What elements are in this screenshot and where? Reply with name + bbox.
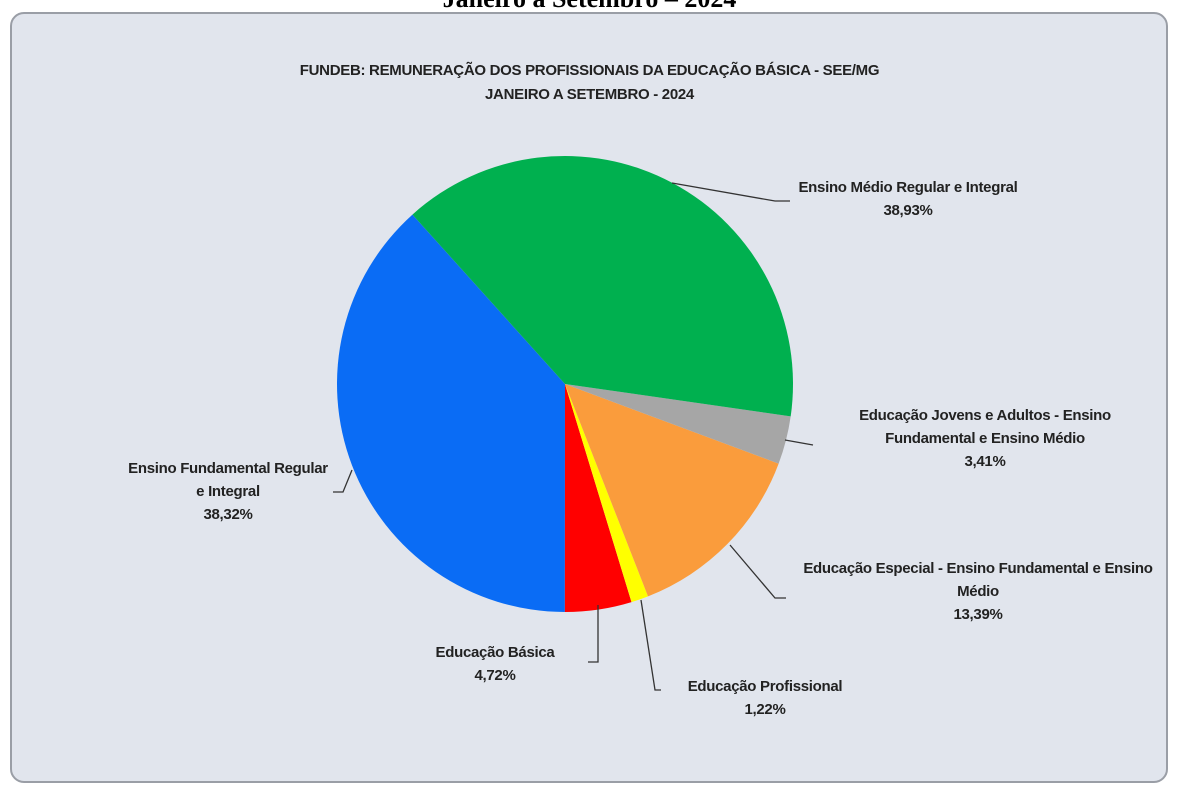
pie-slice — [565, 384, 649, 603]
leader-line — [588, 605, 599, 663]
category-label: Ensino Médio Regular e Integral — [798, 179, 1018, 196]
pie-slice — [565, 384, 779, 597]
chart-subtitle: JANEIRO A SETEMBRO - 2024 — [485, 86, 694, 103]
category-label: Educação Básica — [435, 644, 555, 661]
category-label: Ensino Fundamental Regular e Integral — [128, 460, 328, 500]
pie-slice — [336, 214, 565, 612]
pie-slice — [565, 384, 791, 464]
leader-line — [784, 439, 814, 446]
category-label: Educação Profissional — [687, 678, 843, 695]
value-label: 1,22% — [744, 701, 786, 718]
leader-line — [333, 469, 353, 493]
slice-label: Educação Profissional 1,22% — [688, 675, 843, 721]
value-label: 38,93% — [883, 202, 933, 219]
leader-lines — [333, 182, 814, 691]
page-heading: Janeiro a Setembro – 2024 — [0, 0, 1179, 14]
value-label: 3,41% — [964, 453, 1006, 470]
slice-label: Educação Básica 4,72% — [436, 641, 555, 687]
value-label: 38,32% — [203, 506, 253, 523]
leader-line — [640, 599, 661, 691]
slice-label: Educação Especial - Ensino Fundamental e… — [786, 557, 1171, 626]
leader-line — [671, 182, 790, 202]
slice-label: Educação Jovens e Adultos - Ensino Funda… — [830, 404, 1140, 473]
category-label: Educação Jovens e Adultos - Ensino Funda… — [859, 407, 1111, 447]
value-label: 13,39% — [953, 606, 1003, 623]
pie-slice — [412, 156, 793, 417]
chart-title: FUNDEB: REMUNERAÇÃO DOS PROFISSIONAIS DA… — [299, 62, 880, 79]
slice-label: Ensino Fundamental Regular e Integral 38,… — [128, 457, 328, 526]
pie-slice — [564, 384, 632, 612]
leader-line — [729, 544, 786, 599]
slice-label: Ensino Médio Regular e Integral 38,93% — [798, 176, 1017, 222]
category-label: Educação Especial - Ensino Fundamental e… — [803, 560, 1153, 600]
value-label: 4,72% — [474, 667, 516, 684]
